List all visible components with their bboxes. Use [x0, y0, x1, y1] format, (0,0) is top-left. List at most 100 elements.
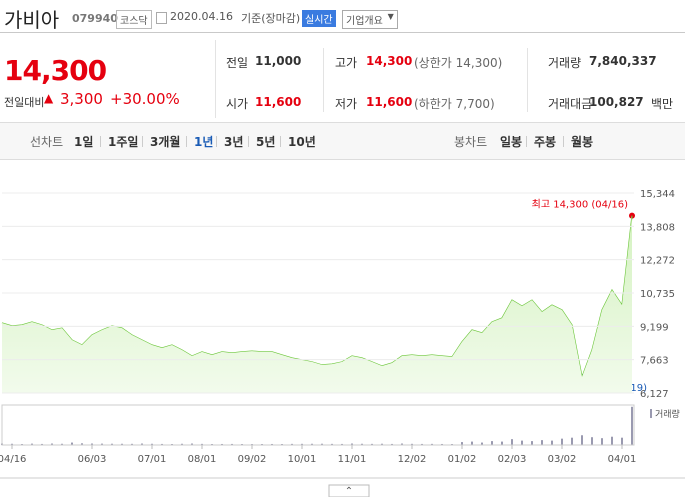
volume-bar [411, 443, 413, 445]
stat-note: (상한가 14,300) [414, 56, 503, 70]
x-tick-label: 04/01 [608, 454, 637, 465]
tab-separator [248, 136, 249, 147]
basis: 기준(장마감) [241, 12, 301, 25]
y-tick-label: 7,663 [640, 356, 669, 367]
stat-value: 14,300 [366, 54, 413, 68]
volume-bar [481, 442, 483, 445]
x-tick-label: 01/02 [448, 454, 477, 465]
stat-value: 11,000 [255, 54, 302, 68]
current-price: 14,300 [4, 54, 107, 87]
period-tab[interactable]: 주봉 [534, 135, 557, 149]
x-tick-label: 03/02 [548, 454, 577, 465]
realtime-button[interactable]: 실시간 [302, 10, 336, 27]
volume-bar [441, 443, 443, 445]
volume-bar [521, 440, 523, 445]
volume-bar [461, 442, 463, 445]
change: 3,300 [60, 90, 103, 108]
volume-bar [41, 443, 43, 445]
divider [0, 32, 685, 33]
stat-value: 11,600 [366, 95, 413, 109]
volume-bar [81, 443, 83, 445]
tab-separator [216, 136, 217, 147]
volume-bar [571, 437, 573, 445]
volume-bar [361, 443, 363, 445]
stat-value: 100,827 [589, 95, 644, 109]
stat-label: 고가 [335, 56, 358, 70]
volume-bar [561, 438, 563, 445]
change-percent: +30.00% [110, 90, 180, 108]
stat-label: 시가 [226, 97, 249, 111]
stock-code: 079940 [72, 12, 118, 25]
x-tick-label: 11/01 [338, 454, 367, 465]
volume-bar [91, 443, 93, 445]
volume-bar [371, 443, 373, 445]
volume-bar [331, 443, 333, 445]
stock-name: 가비아 [4, 8, 60, 32]
x-tick-label: 02/03 [498, 454, 527, 465]
volume-bar [61, 443, 63, 445]
period-tab[interactable]: 10년 [288, 135, 316, 149]
collapse-icon: ⌃ [345, 486, 353, 497]
volume-bar [491, 441, 493, 445]
stat-unit: 백만 [651, 97, 674, 111]
volume-legend-swatch [650, 409, 652, 418]
volume-bar [271, 443, 273, 445]
x-tick-label: 06/03 [78, 454, 107, 465]
period-tab[interactable]: 1일 [74, 135, 94, 149]
y-tick-label: 15,344 [640, 189, 675, 200]
divider [215, 40, 216, 118]
stat-label: 거래량 [548, 56, 582, 70]
volume-bar [141, 443, 143, 445]
tab-separator [186, 136, 187, 147]
period-tab[interactable]: 1년 [194, 135, 214, 149]
stat-label: 전일 [226, 56, 249, 70]
volume-bar [11, 443, 13, 445]
volume-bar [121, 443, 123, 445]
volume-bar [151, 443, 153, 445]
max-annotation: 최고 14,300 (04/16) [532, 199, 628, 211]
volume-bar [131, 443, 133, 445]
x-tick-label: 10/01 [288, 454, 317, 465]
date: 2020.04.16 [170, 10, 233, 23]
volume-bar [591, 437, 593, 445]
volume-bar [581, 435, 583, 445]
period-tab[interactable]: 월봉 [571, 135, 594, 149]
dropdown-arrow: ▼ [387, 12, 394, 21]
volume-bar [631, 406, 633, 445]
volume-bar [231, 443, 233, 445]
tab-separator [563, 136, 564, 147]
volume-bar [421, 443, 423, 445]
period-tab[interactable]: 1주일 [108, 135, 139, 149]
company-info-button[interactable]: 기업개요 ▼ [342, 10, 398, 29]
y-tick-label: 10,735 [640, 289, 675, 300]
volume-bar [181, 443, 183, 445]
volume-bar [51, 443, 53, 445]
x-tick-label: 04/16 [0, 454, 26, 465]
period-tab[interactable]: 3개월 [150, 135, 181, 149]
tab-label: 봉차트 [454, 135, 488, 149]
volume-bar [401, 443, 403, 445]
y-tick-label: 6,127 [640, 389, 669, 400]
tab-separator [526, 136, 527, 147]
volume-bar [621, 437, 623, 445]
volume-bar [31, 443, 33, 445]
volume-bar [531, 441, 533, 445]
period-tab[interactable]: 5년 [256, 135, 276, 149]
volume-bar [381, 443, 383, 445]
x-tick-label: 12/02 [398, 454, 427, 465]
tab-label: 선차트 [30, 135, 64, 149]
max-point [629, 212, 635, 219]
volume-bar [71, 442, 73, 445]
period-tab[interactable]: 3년 [224, 135, 244, 149]
collapse-button[interactable] [328, 484, 370, 497]
chart: 거래량최저 6,870 (03/19)최고 14,300 (04/16)04/0… [0, 189, 685, 497]
volume-legend: 거래량 [655, 408, 680, 420]
tab-bar [0, 122, 685, 160]
volume-bar [601, 438, 603, 445]
volume-bar [501, 441, 503, 445]
price-area [2, 215, 632, 393]
volume-bar [431, 443, 433, 445]
period-tab[interactable]: 일봉 [500, 135, 523, 149]
stat-value: 11,600 [255, 95, 302, 109]
